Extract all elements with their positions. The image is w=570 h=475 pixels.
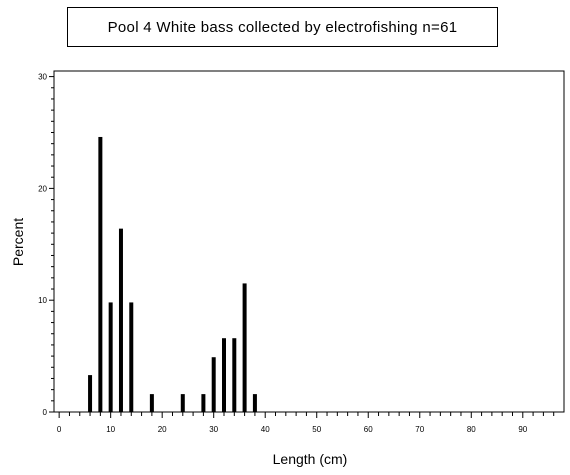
bar-38 xyxy=(252,394,257,412)
bar-18 xyxy=(149,394,154,412)
y-axis-label: Percent xyxy=(10,218,26,266)
bar-34 xyxy=(232,338,237,412)
bar-24 xyxy=(180,394,185,412)
x-tick-label-30: 30 xyxy=(209,425,218,434)
bar-30 xyxy=(211,357,216,412)
bars xyxy=(88,136,257,412)
x-tick-label-70: 70 xyxy=(415,425,424,434)
x-tick-label-50: 50 xyxy=(312,425,321,434)
bar-36 xyxy=(242,283,247,412)
bar-8 xyxy=(98,136,103,412)
bar-32 xyxy=(222,338,226,412)
x-tick-label-0: 0 xyxy=(57,425,62,434)
x-tick-label-60: 60 xyxy=(364,425,373,434)
y-tick-label-10: 10 xyxy=(38,296,47,305)
bar-12 xyxy=(118,228,123,412)
bar-14 xyxy=(129,302,134,412)
x-tick-label-80: 80 xyxy=(467,425,476,434)
y-axis: 0 10 20 30 xyxy=(38,73,54,417)
y-tick-label-20: 20 xyxy=(38,184,47,193)
x-tick-label-20: 20 xyxy=(158,425,167,434)
bar-10 xyxy=(108,302,113,412)
bar-6 xyxy=(88,375,93,412)
plot-frame xyxy=(53,70,565,413)
x-axis: 0 10 20 30 40 50 60 70 80 90 xyxy=(57,412,555,434)
y-tick-label-0: 0 xyxy=(43,408,48,417)
x-axis-label: Length (cm) xyxy=(273,451,348,467)
chart-title: Pool 4 White bass collected by electrofi… xyxy=(107,18,458,36)
x-tick-label-40: 40 xyxy=(261,425,270,434)
plot-area xyxy=(53,70,565,413)
chart-title-box: Pool 4 White bass collected by electrofi… xyxy=(67,7,498,47)
bar-28 xyxy=(201,394,206,412)
y-tick-label-30: 30 xyxy=(38,73,47,82)
x-tick-label-10: 10 xyxy=(106,425,115,434)
x-tick-label-90: 90 xyxy=(518,425,527,434)
